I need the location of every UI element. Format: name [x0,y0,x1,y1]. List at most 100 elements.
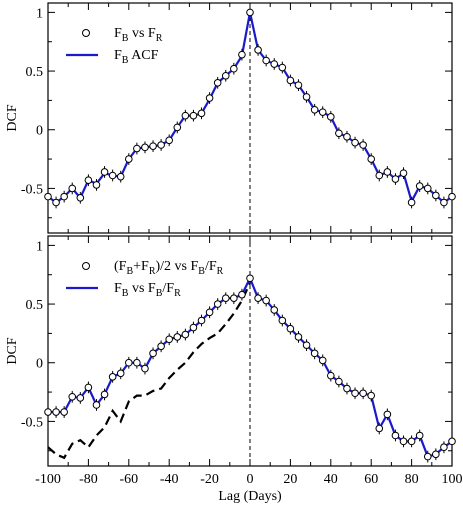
data-point [415,182,424,190]
data-point [294,333,303,341]
data-point [181,330,190,339]
y-tick-label: 1 [36,6,43,21]
data-point [181,111,190,120]
data-point [246,274,254,283]
data-point [76,193,85,202]
data-point [399,437,408,446]
data-point [310,349,319,358]
data-point [448,437,456,446]
panel-top: -0.5 0 0.5 1 DCF FB vs FR FB ACF [5,2,456,234]
data-point [84,383,93,392]
data-point [165,136,173,145]
legend-label: FB vs FR [114,26,163,44]
data-point [407,437,416,446]
data-point [100,168,109,176]
x-axis-label: Lag (Days) [218,489,282,504]
x-tick-label: 40 [324,472,338,487]
data-point [432,191,440,200]
data-point [375,171,384,180]
data-point [125,358,133,367]
data-point [254,46,262,54]
y-axis-label: DCF [5,337,20,364]
legend-marker-circle [82,262,90,270]
x-tick-label: 0 [247,472,254,487]
x-tick-label: 80 [405,472,419,487]
data-point [238,290,246,299]
data-point [367,391,376,400]
data-point [84,176,93,184]
x-tick-label: -40 [160,472,179,487]
y-axis-label: DCF [5,104,20,131]
data-point [230,64,238,73]
data-point [391,175,400,183]
data-point [335,377,343,386]
x-tick-label: 100 [442,472,463,487]
data-point [383,168,392,176]
data-point [76,394,85,402]
data-point [173,123,182,132]
data-point [318,108,327,116]
data-point [108,373,117,381]
data-point [351,389,359,398]
data-point [149,349,157,358]
y-tick-label: 0 [36,357,43,372]
data-point [335,129,343,138]
legend-label: (FB+FR)/2 vs FB/FR [114,259,224,277]
legend-marker-circle [82,29,90,37]
data-point [254,294,262,302]
data-point [197,316,206,325]
data-point [383,410,392,419]
x-tick-label: -100 [35,472,61,487]
x-tick-label: -80 [79,472,98,487]
data-point [432,450,440,459]
data-point [423,452,432,461]
x-tick-label: 60 [364,472,378,487]
x-tick-label: -20 [200,472,219,487]
data-point [133,358,141,367]
data-point [343,132,351,141]
data-point [221,294,230,302]
data-point [351,138,359,147]
data-point [173,333,182,341]
data-point [165,335,173,344]
data-point [92,401,101,409]
y-tick-label: -0.5 [21,415,43,430]
data-point [407,198,416,207]
x-tick-label: 20 [283,472,297,487]
data-point [359,141,367,149]
data-point [262,296,270,305]
data-point [52,408,60,416]
data-point [60,408,68,416]
y-tick-label: 0 [36,124,43,139]
y-tick-label: 0.5 [26,298,44,313]
data-point [133,144,141,153]
data-point [391,431,400,440]
data-point [375,424,384,433]
data-point [92,181,101,189]
data-point [270,60,279,68]
series-line [48,275,453,458]
data-point [367,155,376,163]
data-point [189,111,198,120]
data-point [448,192,456,201]
data-point [359,389,367,398]
data-point [205,94,214,102]
data-point [157,141,165,149]
data-point [440,443,448,452]
legend-label: FB vs FB/FR [114,281,181,299]
data-point [125,155,133,163]
data-point [44,192,52,201]
data-point [270,306,279,314]
data-point [68,184,77,193]
data-point [294,81,303,89]
data-point [415,431,424,440]
panel-bottom: -100 -80 -60 -40 -20 0 20 40 60 80 100 -0.5 0 0.5 1 DCF… [5,235,463,487]
dashed-series-line [47,282,251,460]
data-point [157,342,165,351]
data-point [238,50,246,59]
legend-label: FB ACF [114,48,159,66]
x-tick-label: -60 [119,472,138,487]
data-point [189,323,198,332]
data-point [108,171,117,180]
